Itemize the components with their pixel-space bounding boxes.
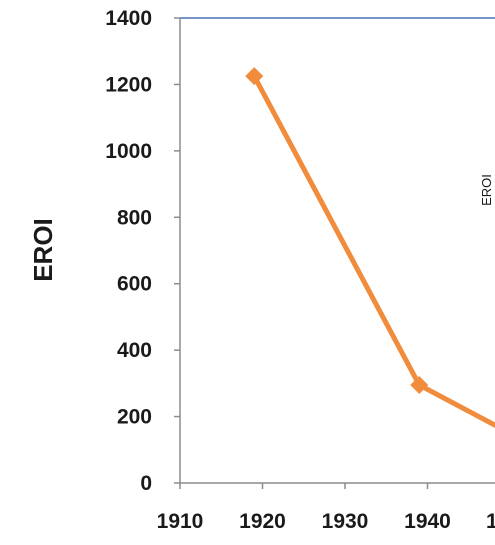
- x-tick-labels: 1910 1920 1930 1940 1: [157, 483, 495, 533]
- data-point-marker: [245, 67, 264, 86]
- x-tick-label: 1: [486, 510, 495, 533]
- y-tick-label: 400: [117, 339, 152, 362]
- x-tick-label: 1940: [404, 510, 451, 533]
- series-line: [252, 74, 495, 429]
- y-tick-label: 1000: [105, 140, 152, 163]
- y-tick-label: 800: [117, 206, 152, 229]
- x-tick-label: 1910: [157, 510, 204, 533]
- y-tick-label: 1200: [105, 73, 152, 96]
- eroi-series: [245, 67, 495, 429]
- secondary-y-axis-label: EROI: [479, 174, 494, 206]
- y-tick-label: 600: [117, 273, 152, 296]
- y-tick-label: 0: [140, 472, 152, 495]
- x-tick-label: 1920: [239, 510, 286, 533]
- y-tick-labels: 0 200 400 600 800 1000 1200 1400: [105, 7, 180, 495]
- x-tick-label: 1930: [322, 510, 369, 533]
- y-tick-label: 1400: [105, 7, 152, 30]
- y-tick-label: 200: [117, 406, 152, 429]
- data-point-marker: [410, 376, 429, 395]
- y-axis-label: EROI: [28, 218, 58, 282]
